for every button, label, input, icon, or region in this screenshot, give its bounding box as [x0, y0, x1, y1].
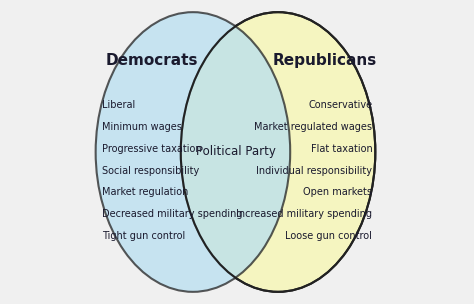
Text: Conservative: Conservative: [308, 100, 372, 110]
Text: Liberal: Liberal: [102, 100, 135, 110]
Text: Republicans: Republicans: [273, 53, 377, 68]
Text: Progressive taxation: Progressive taxation: [102, 144, 201, 154]
Text: Minimum wages: Minimum wages: [102, 122, 182, 132]
Ellipse shape: [181, 12, 375, 292]
Text: Political Party: Political Party: [196, 146, 276, 158]
Text: Open markets: Open markets: [303, 188, 372, 197]
Text: Loose gun control: Loose gun control: [285, 231, 372, 241]
Text: Market regulated wages: Market regulated wages: [254, 122, 372, 132]
Text: Increased military spending: Increased military spending: [236, 209, 372, 219]
Text: Individual responsibility: Individual responsibility: [256, 166, 372, 175]
Text: Decreased military spending: Decreased military spending: [102, 209, 242, 219]
Text: Market regulation: Market regulation: [102, 188, 188, 197]
Text: Social responsibility: Social responsibility: [102, 166, 199, 175]
Text: Democrats: Democrats: [106, 53, 198, 68]
Text: Tight gun control: Tight gun control: [102, 231, 185, 241]
Text: Flat taxation: Flat taxation: [310, 144, 372, 154]
Ellipse shape: [96, 12, 290, 292]
